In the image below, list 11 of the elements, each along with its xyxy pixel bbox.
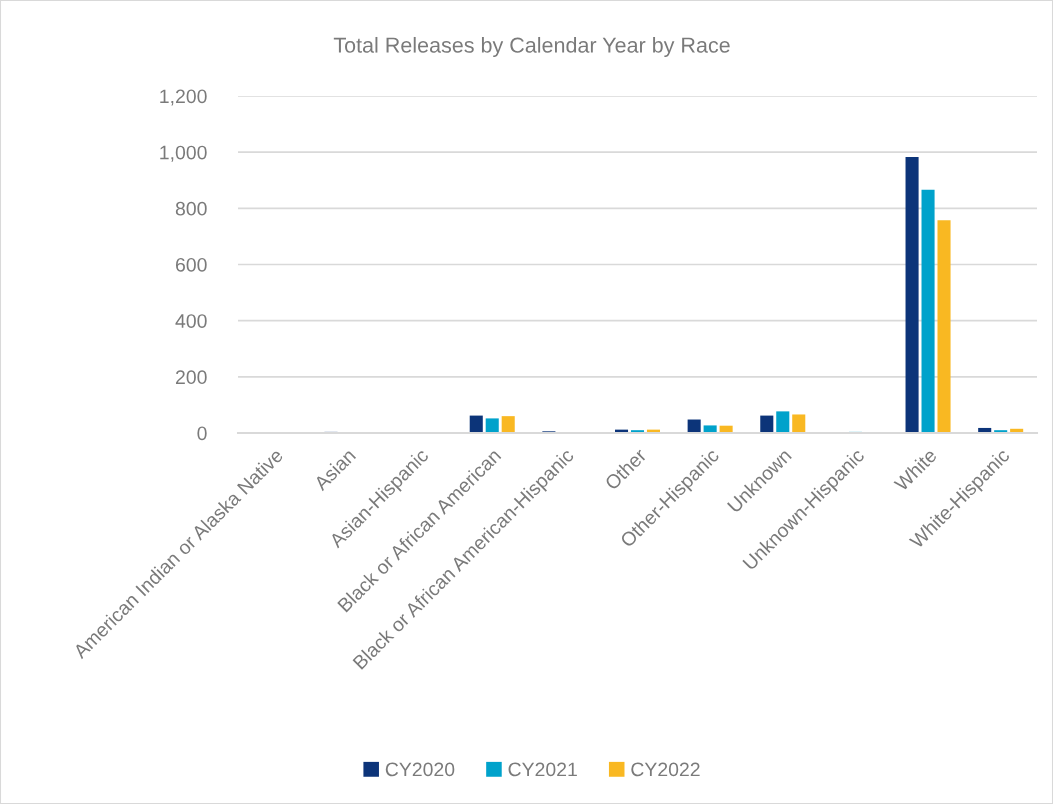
y-tick-label: 800 [175,201,207,216]
y-tick-label: 400 [175,314,207,328]
legend-label: CY2021 [508,762,577,777]
y-tick-label: 1,200 [160,89,207,106]
y-tick-label: 200 [175,370,207,385]
y-tick-label: 1,000 [160,145,207,162]
y-tick-label: 600 [175,257,207,272]
legend-label: CY2020 [385,762,455,777]
legend-label: CY2022 [631,762,700,777]
chart-title: Total Releases by Calendar Year by Race [333,36,730,58]
y-tick-label: 0 [197,426,207,441]
